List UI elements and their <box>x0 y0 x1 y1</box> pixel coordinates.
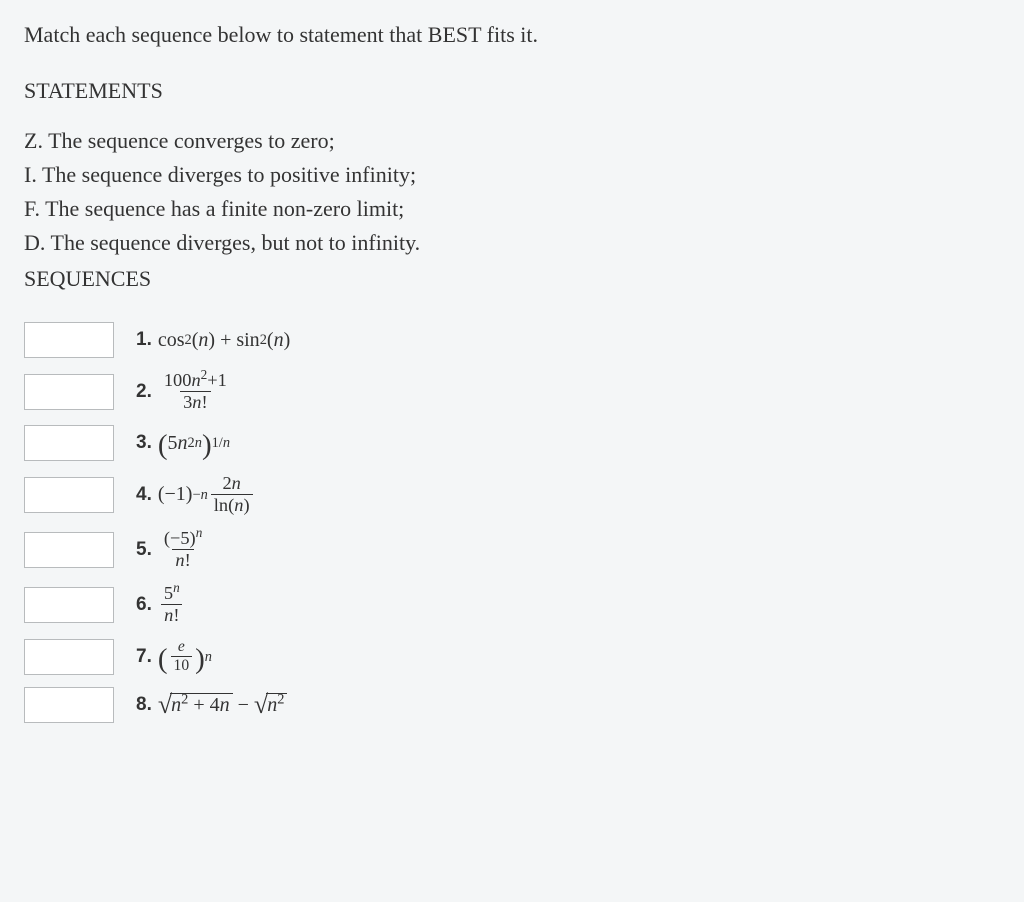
statement-text: The sequence has a finite non-zero limit… <box>45 196 404 221</box>
math-expr: 100n2+1 3n! <box>158 370 233 413</box>
sequence-row-8: 8. √n2 + 4n − √n2 <box>24 687 1000 723</box>
answer-input-6[interactable] <box>24 587 114 623</box>
answer-input-5[interactable] <box>24 532 114 568</box>
statements-heading: STATEMENTS <box>24 78 1000 104</box>
math-expr: √n2 + 4n − √n2 <box>158 693 288 717</box>
sequences-heading: SEQUENCES <box>24 266 1000 292</box>
sequence-expression-6: 6. 5n n! <box>136 583 186 626</box>
statement-text: The sequence converges to zero; <box>48 128 335 153</box>
sequence-expression-4: 4. (−1)−n 2n ln(n) <box>136 473 256 516</box>
sequence-expression-2: 2. 100n2+1 3n! <box>136 370 233 413</box>
sequence-expression-1: 1. cos2(n) + sin2(n) <box>136 329 290 352</box>
sequence-row-7: 7. (e10)n <box>24 638 1000 675</box>
math-expr: cos2(n) + sin2(n) <box>158 329 290 352</box>
statement-letter: D. <box>24 230 45 255</box>
statement-z: Z. The sequence converges to zero; <box>24 124 1000 158</box>
statement-text: The sequence diverges, but not to infini… <box>51 230 421 255</box>
sequence-expression-7: 7. (e10)n <box>136 638 212 675</box>
seq-number: 3. <box>136 432 152 454</box>
sequence-row-6: 6. 5n n! <box>24 583 1000 626</box>
seq-number: 8. <box>136 694 152 716</box>
answer-input-8[interactable] <box>24 687 114 723</box>
answer-input-3[interactable] <box>24 425 114 461</box>
statement-d: D. The sequence diverges, but not to inf… <box>24 226 1000 260</box>
statement-f: F. The sequence has a finite non-zero li… <box>24 192 1000 226</box>
seq-number: 7. <box>136 646 152 668</box>
sequence-row-3: 3. (5n2n)1/n <box>24 425 1000 461</box>
math-expr: (−5)n n! <box>158 528 208 571</box>
seq-number: 4. <box>136 484 152 506</box>
sequence-row-2: 2. 100n2+1 3n! <box>24 370 1000 413</box>
statement-letter: F. <box>24 196 40 221</box>
seq-number: 1. <box>136 329 152 351</box>
math-expr: (5n2n)1/n <box>158 432 230 455</box>
seq-number: 6. <box>136 594 152 616</box>
statement-letter: Z. <box>24 128 43 153</box>
sequence-row-5: 5. (−5)n n! <box>24 528 1000 571</box>
sequence-row-4: 4. (−1)−n 2n ln(n) <box>24 473 1000 516</box>
sequence-expression-5: 5. (−5)n n! <box>136 528 208 571</box>
sequence-expression-3: 3. (5n2n)1/n <box>136 432 230 455</box>
statement-i: I. The sequence diverges to positive inf… <box>24 158 1000 192</box>
answer-input-7[interactable] <box>24 639 114 675</box>
seq-number: 2. <box>136 381 152 403</box>
statement-text: The sequence diverges to positive infini… <box>42 162 416 187</box>
math-expr: 5n n! <box>158 583 186 626</box>
math-expr: (−1)−n 2n ln(n) <box>158 473 256 516</box>
answer-input-4[interactable] <box>24 477 114 513</box>
statement-letter: I. <box>24 162 37 187</box>
sequence-expression-8: 8. √n2 + 4n − √n2 <box>136 693 287 717</box>
answer-input-2[interactable] <box>24 374 114 410</box>
seq-number: 5. <box>136 539 152 561</box>
answer-input-1[interactable] <box>24 322 114 358</box>
math-expr: (e10)n <box>158 638 212 675</box>
sequence-row-1: 1. cos2(n) + sin2(n) <box>24 322 1000 358</box>
instruction-text: Match each sequence below to statement t… <box>24 22 1000 48</box>
